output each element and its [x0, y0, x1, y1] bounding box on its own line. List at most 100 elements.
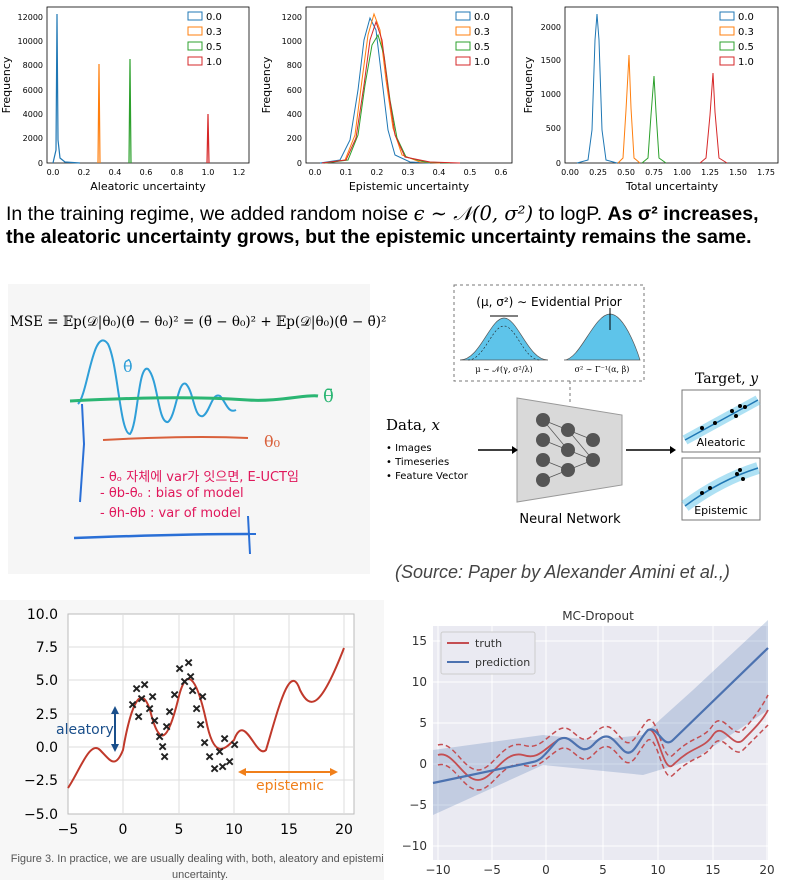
svg-text:15: 15 [280, 822, 298, 838]
svg-text:×: × [137, 692, 146, 705]
svg-text:×: × [165, 705, 174, 718]
svg-text:5: 5 [419, 716, 427, 730]
svg-text:×: × [128, 698, 137, 711]
network-label: Neural Network [519, 512, 621, 527]
svg-text:0.1: 0.1 [340, 168, 353, 177]
svg-text:15: 15 [705, 863, 720, 877]
svg-text:×: × [198, 690, 207, 703]
svg-text:500: 500 [546, 124, 561, 133]
caption-text-2: to logP. [533, 203, 608, 225]
sketch-note-1: - θₒ 자체에 var가 잇으면, E-UCT임 [100, 470, 299, 485]
legend: 0.0 0.3 0.5 1.0 [455, 11, 490, 68]
svg-text:1500: 1500 [541, 56, 561, 65]
caption-text: In the training regime, we added random … [6, 203, 414, 225]
histogram-aleatoric-svg: 0 2000 4000 6000 8000 10000 12000 0.0 0.… [0, 6, 250, 193]
box-aleatoric-label: Aleatoric [697, 436, 746, 449]
box-epistemic-label: Epistemic [694, 504, 748, 517]
svg-text:truth: truth [475, 637, 502, 650]
svg-text:×: × [225, 755, 234, 768]
svg-text:×: × [134, 710, 143, 723]
xtick: 0.8 [171, 168, 184, 177]
svg-text:×: × [184, 656, 193, 669]
mu-label: μ ∼ 𝒩(γ, σ²/λ) [475, 365, 532, 374]
evidential-diagram: (μ, σ²) ∼ Evidential Prior μ ∼ 𝒩(γ, σ²/λ… [380, 280, 780, 548]
y-axis-label: Frequency [522, 56, 535, 113]
sketch-panel: MSE = 𝔼p(𝒟|θ₀)(θ̂ − θ₀)² = (θ̄ − θ₀)² + … [8, 284, 386, 574]
svg-text:0.6: 0.6 [495, 168, 508, 177]
svg-text:×: × [210, 762, 219, 775]
x-axis-label: Total uncertainty [625, 180, 719, 193]
svg-text:θ̄: θ̄ [323, 386, 334, 407]
y-ticks: 0 2000 4000 6000 8000 10000 12000 [18, 13, 43, 168]
svg-text:10: 10 [412, 675, 427, 689]
ytick: 8000 [23, 61, 43, 70]
svg-text:−5: −5 [483, 863, 501, 877]
svg-text:×: × [175, 662, 184, 675]
svg-text:θ₀: θ₀ [264, 432, 280, 451]
svg-text:1200: 1200 [282, 13, 302, 22]
svg-text:−10: −10 [402, 839, 427, 853]
sketch-note-2: - θb-θₒ : bias of model [100, 486, 244, 501]
svg-text:1000: 1000 [282, 37, 302, 46]
series-0.5 [641, 75, 667, 164]
x-axis-label: Epistemic uncertainty [349, 180, 470, 193]
svg-text:×: × [140, 678, 149, 691]
svg-text:0.0: 0.0 [474, 12, 490, 23]
epistemic-label: epistemic [256, 778, 324, 794]
prior-label: (μ, σ²) ∼ Evidential Prior [476, 295, 622, 309]
svg-text:×: × [148, 690, 157, 703]
svg-text:15: 15 [412, 634, 427, 648]
mc-yticks: 15 10 5 0 −5 −10 [402, 634, 427, 853]
y-axis-label: Frequency [0, 56, 13, 113]
svg-text:10: 10 [225, 822, 243, 838]
input-item: • Images [386, 443, 432, 454]
svg-text:20: 20 [335, 822, 353, 838]
series-0.3 [97, 63, 101, 164]
legend-label: 0.5 [206, 42, 222, 53]
svg-text:10: 10 [650, 863, 665, 877]
svg-text:prediction: prediction [475, 656, 530, 669]
xtick: 1.0 [202, 168, 215, 177]
svg-text:×: × [145, 702, 154, 715]
svg-text:7.5: 7.5 [36, 640, 58, 656]
svg-text:0.3: 0.3 [738, 27, 754, 38]
y-ticks: 0 200 400 600 800 1000 1200 [282, 13, 302, 168]
legend: 0.0 0.3 0.5 1.0 [187, 11, 222, 68]
figure3-svg: 10.0 7.5 5.0 2.5 0.0 −2.5 −5.0 −5 0 5 10… [11, 607, 390, 880]
series-0.3 [324, 12, 441, 164]
svg-text:×: × [160, 750, 169, 763]
svg-text:5: 5 [175, 822, 184, 838]
svg-text:×: × [192, 702, 201, 715]
svg-text:800: 800 [287, 61, 302, 70]
series-0.5 [128, 58, 132, 164]
svg-text:×: × [218, 760, 227, 773]
svg-text:×: × [150, 714, 159, 727]
mc-dropout-panel: MC-Dropout 15 10 5 0 −5 −10 −10 −5 0 5 [393, 600, 787, 880]
svg-text:0.0: 0.0 [36, 740, 58, 756]
sketch-drawing: θ̂ θ̄ θ₀ [69, 339, 334, 555]
svg-text:200: 200 [287, 134, 302, 143]
caption-math: ϵ ∼ 𝒩(0, σ²) [413, 202, 534, 225]
svg-text:0.00: 0.00 [561, 168, 579, 177]
svg-text:×: × [220, 732, 229, 745]
ytick: 12000 [18, 13, 43, 22]
svg-text:0: 0 [419, 757, 427, 771]
svg-text:−5: −5 [409, 798, 427, 812]
ytick: 0 [38, 159, 43, 168]
svg-text:1.50: 1.50 [729, 168, 747, 177]
svg-text:1.25: 1.25 [701, 168, 719, 177]
x-ticks: 0.00 0.25 0.50 0.75 1.00 1.25 1.50 1.75 [561, 168, 775, 177]
fig3-scatter: ××××× ××××× ××××× ××××× ××××× ××××× [128, 656, 240, 776]
histogram-total-svg: 0 500 1000 1500 2000 0.00 0.25 0.50 0.75… [522, 6, 779, 193]
fig3-xticks: −5 0 5 10 15 20 [58, 822, 353, 838]
svg-text:0.4: 0.4 [433, 168, 446, 177]
svg-text:1.0: 1.0 [738, 57, 754, 68]
series-0.5 [324, 33, 451, 164]
svg-text:×: × [158, 740, 167, 753]
histogram-epistemic: 0 200 400 600 800 1000 1200 0.0 0.1 0.2 … [260, 0, 522, 195]
mc-dropout-svg: MC-Dropout 15 10 5 0 −5 −10 −10 −5 0 5 [402, 609, 775, 877]
aleatory-label: aleatory [56, 722, 114, 738]
svg-text:600: 600 [287, 86, 302, 95]
svg-text:1.00: 1.00 [673, 168, 691, 177]
